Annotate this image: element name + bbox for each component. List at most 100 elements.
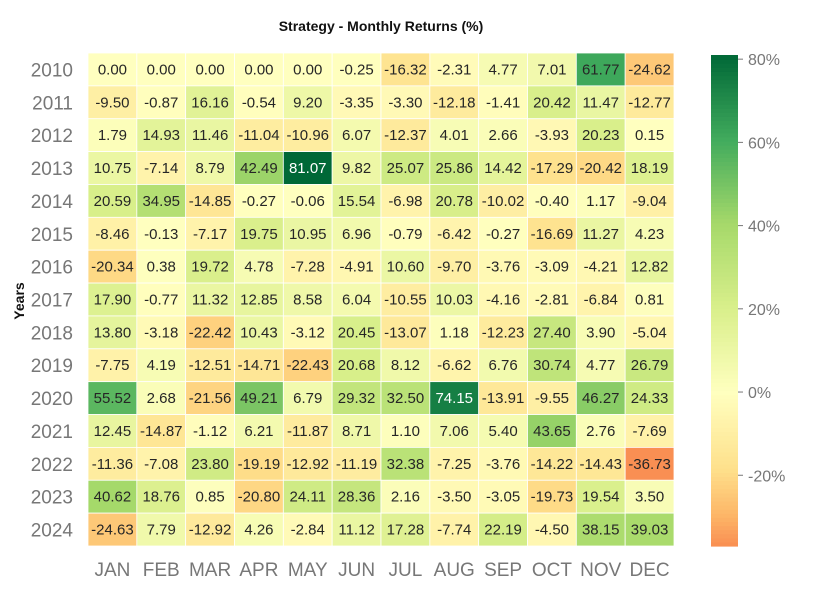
x-tick-label: APR [239,560,278,581]
cell-value-label: 12.85 [240,292,278,309]
colorbar-segment [711,165,738,171]
cell-value-label: -0.25 [339,61,373,78]
cell-value-label: -8.46 [95,226,129,243]
cell-value-label: -2.84 [291,522,325,539]
cell-value-label: 11.32 [192,292,228,309]
colorbar-segment [711,537,738,543]
x-tick-label: MAR [189,560,231,581]
cell-value-label: 15.54 [338,193,376,210]
cell-value-label: 61.77 [582,61,620,78]
cell-value-label: -1.12 [193,423,227,440]
heatmap-cell [624,52,675,87]
y-tick-label: 2011 [32,93,73,114]
cell-value-label: -12.18 [433,94,476,111]
heatmap-cell [282,184,333,218]
heatmap-cell [331,414,382,448]
cell-value-label: 25.07 [387,160,425,177]
heatmap-cell [282,118,333,152]
heatmap-cell [624,85,675,120]
cell-value-label: 25.86 [435,160,473,177]
y-tick-label: 2014 [31,192,74,213]
cell-value-label: 6.04 [342,292,371,309]
cell-value-label: 0.00 [293,61,322,78]
cell-value-label: 32.38 [387,456,425,473]
colorbar-segment [711,222,738,228]
cell-value-label: 9.82 [342,160,371,177]
colorbar-segment [711,357,738,363]
cell-value-label: 14.93 [142,127,180,144]
colorbar-segment [711,140,738,146]
heatmap-cell [185,249,235,284]
y-tick-label: 2022 [31,455,73,476]
heatmap-cell [624,249,675,284]
cell-value-label: -24.62 [628,61,671,78]
colorbar-segment [711,169,738,175]
heatmap-cell [624,348,675,383]
cell-value-label: -0.27 [486,226,520,243]
colorbar-segment [711,476,738,482]
cell-value-label: -36.73 [628,456,671,473]
heatmap-cell [624,446,675,481]
cell-value-label: 7.01 [537,61,566,78]
colorbar-segment [711,177,738,183]
heatmap-cell [429,216,480,251]
colorbar-segment [711,116,738,122]
heatmap-cell [624,512,675,547]
colorbar-segment [711,382,738,388]
cell-value-label: -17.29 [531,160,574,177]
cell-value-label: -12.92 [286,456,329,473]
cell-value-label: 12.45 [94,423,132,440]
colorbar-segment [711,541,738,547]
colorbar-segment [711,415,738,420]
heatmap-cell [136,315,187,350]
cell-value-label: 49.21 [240,390,278,407]
heatmap-cell [87,184,138,218]
cell-value-label: -16.69 [531,226,574,243]
cell-value-label: 4.77 [488,61,517,78]
cell-value-label: -5.04 [632,324,666,341]
cell-value-label: 2.66 [488,127,517,144]
cell-value-label: 34.95 [142,193,180,210]
y-tick-label: 2015 [31,225,73,246]
cell-value-label: -22.43 [286,357,329,374]
heatmap-cell [331,184,382,218]
heatmap-cell [87,479,138,514]
heatmap-cell [234,512,284,547]
cell-value-label: 19.72 [191,259,229,276]
cell-value-label: 7.79 [147,522,176,539]
y-tick-label: 2020 [31,389,73,410]
cell-value-label: -14.22 [531,456,574,473]
heatmap-cells: 0.00 0.00 0.00 0.00 0.00 -0.25 -16.32 -2.31 4.77… [87,52,675,547]
cell-value-label: 4.23 [635,226,664,243]
heatmap-cell [429,184,480,218]
x-tick-label: OCT [532,560,573,581]
colorbar-segment [711,488,738,494]
heatmap-cell [429,85,480,120]
heatmap-cell [185,414,235,448]
colorbar-segment [711,365,738,371]
heatmap-cell [624,315,675,350]
colorbar-segment [711,325,738,330]
cell-value-label: 0.00 [98,61,127,78]
heatmap-cell [331,85,382,120]
heatmap-cell [380,446,431,481]
heatmap-cell [282,348,333,383]
heatmap-cell [527,512,577,547]
colorbar-segment [711,136,738,142]
colorbar-segment [711,235,738,240]
x-axis-ticks: JAN FEB MAR APR MAY JUN JUL AUG SEP OCT NOV DEC [94,560,669,581]
heatmap-cell [575,512,626,547]
cell-value-label: -13.07 [384,324,427,341]
colorbar-segment [711,296,738,302]
colorbar-segment [711,468,738,473]
colorbar-segment [711,406,738,412]
colorbar-segment [711,316,738,322]
cell-value-label: -14.43 [579,456,622,473]
colorbar-segment [711,374,738,379]
colorbar-segment [711,63,738,68]
cell-value-label: -0.06 [291,193,325,210]
colorbar-segment [711,304,738,310]
colorbar-segment [711,386,738,392]
cell-value-label: 4.26 [244,522,273,539]
cell-value-label: 0.00 [195,61,224,78]
